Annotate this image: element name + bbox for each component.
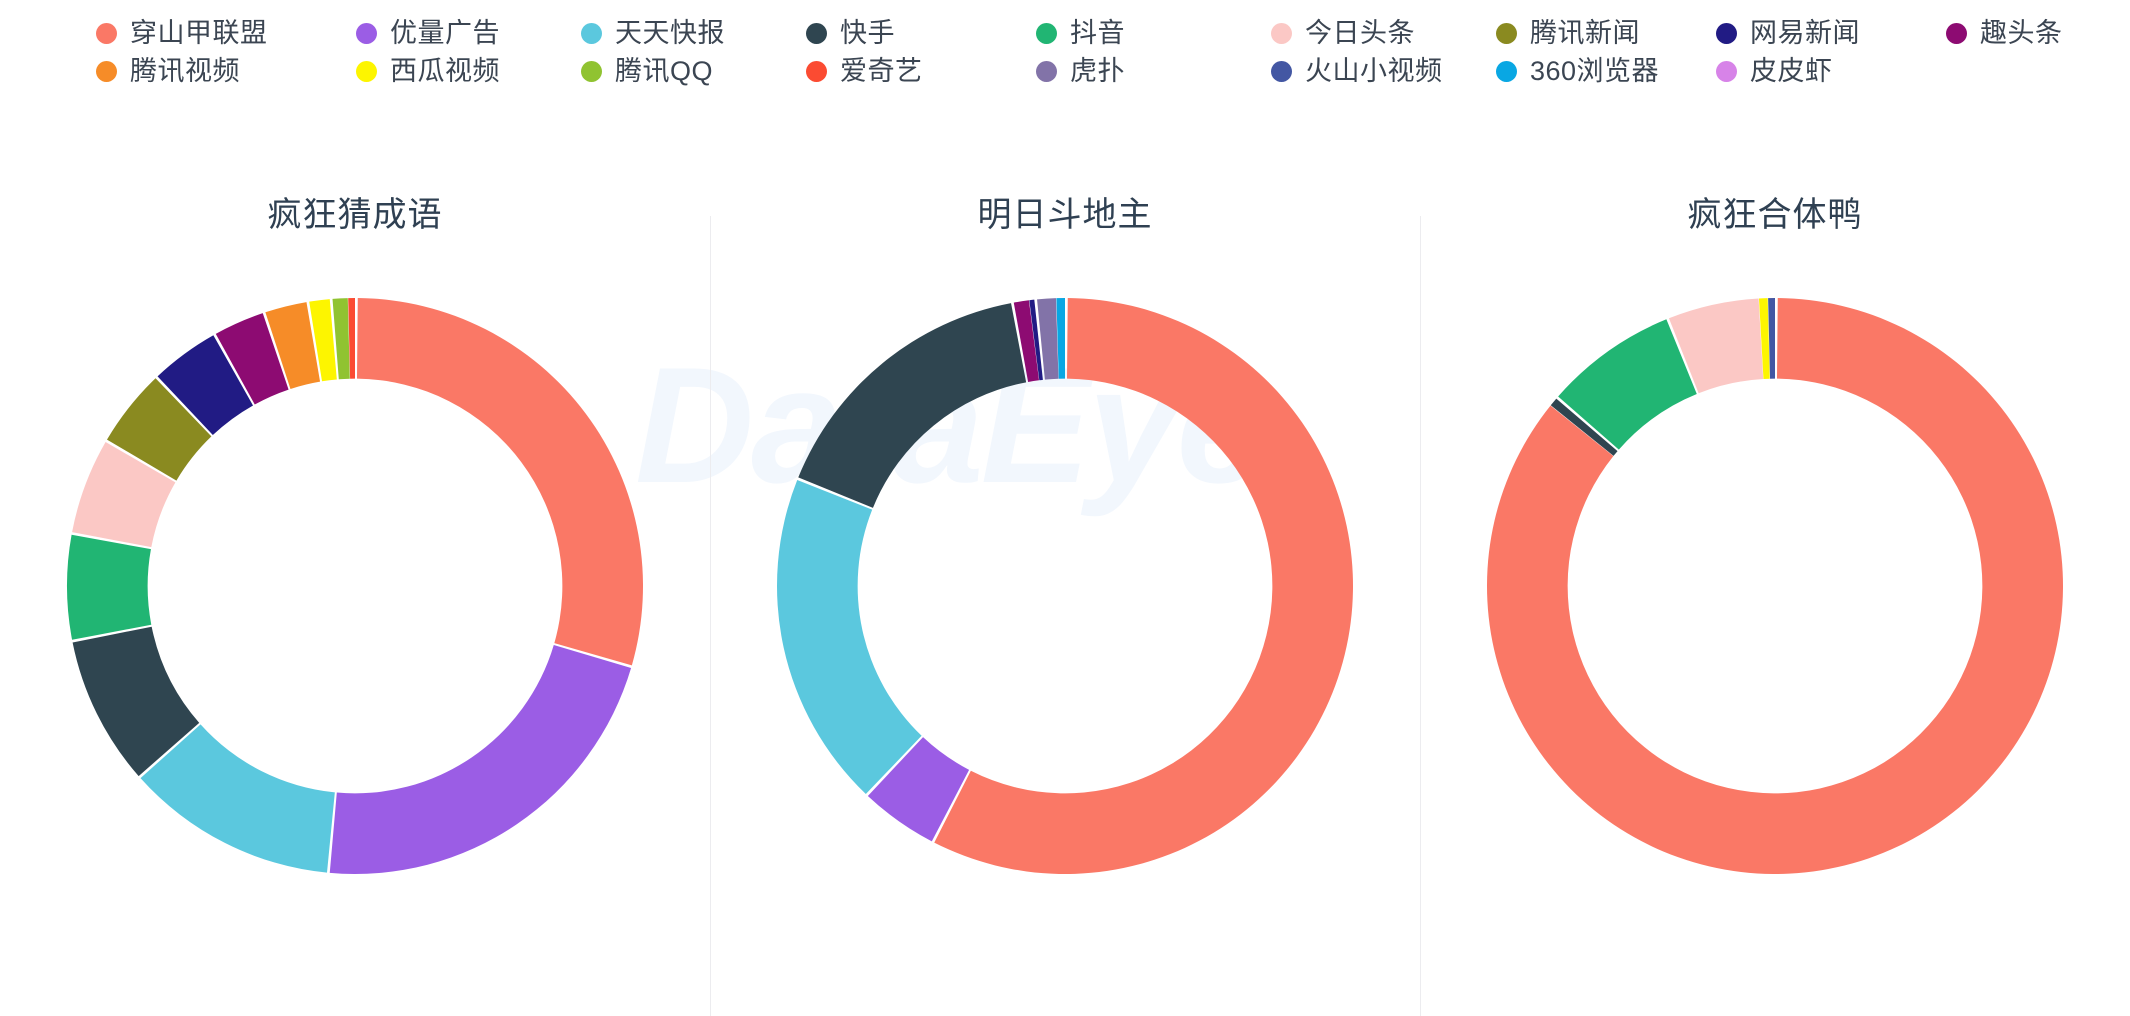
donut-slice[interactable]	[106, 378, 212, 481]
legend-item-label: 天天快报	[615, 17, 725, 48]
legend-item-label: 网易新闻	[1750, 17, 1860, 48]
legend-color-dot-icon	[1496, 60, 1517, 82]
legend-color-dot-icon	[806, 60, 827, 82]
legend-color-dot-icon	[1036, 22, 1057, 44]
donut-slice[interactable]	[934, 298, 1353, 874]
legend-row-1: 穿山甲联盟 优量广告 天天快报 快手 抖音 今日头条 腾讯新闻 网易新闻 趣头条	[0, 14, 2130, 52]
donut-slice[interactable]	[1558, 319, 1697, 450]
donut-svg	[777, 298, 1353, 874]
legend-item-label: 今日头条	[1305, 17, 1415, 48]
legend-item-360浏览器[interactable]: 360浏览器	[1496, 52, 1716, 90]
legend-item-label: 腾讯QQ	[615, 55, 714, 86]
legend-item-快手[interactable]: 快手	[806, 14, 1036, 52]
donut-slice[interactable]	[332, 298, 350, 380]
chart-legend: 穿山甲联盟 优量广告 天天快报 快手 抖音 今日头条 腾讯新闻 网易新闻 趣头条 腾讯视频 西瓜视…	[0, 0, 2130, 90]
legend-item-趣头条[interactable]: 趣头条	[1946, 14, 2126, 52]
legend-item-label: 皮皮虾	[1750, 55, 1833, 86]
legend-item-label: 火山小视频	[1305, 55, 1443, 86]
legend-item-今日头条[interactable]: 今日头条	[1271, 14, 1496, 52]
legend-item-皮皮虾[interactable]: 皮皮虾	[1716, 52, 1946, 90]
donut-slice[interactable]	[1056, 298, 1065, 379]
donut-chart-2[interactable]	[1475, 286, 2075, 886]
legend-color-dot-icon	[96, 60, 117, 82]
donut-slice[interactable]	[215, 313, 289, 405]
legend-item-label: 西瓜视频	[390, 55, 500, 86]
donut-slice[interactable]	[798, 303, 1027, 508]
legend-item-腾讯视频[interactable]: 腾讯视频	[96, 52, 356, 90]
legend-row-2: 腾讯视频 西瓜视频 腾讯QQ 爱奇艺 虎扑 火山小视频 360浏览器 皮皮虾	[0, 52, 2130, 90]
legend-item-label: 穿山甲联盟	[130, 17, 268, 48]
donut-chart-1[interactable]	[765, 286, 1365, 886]
legend-item-穿山甲联盟[interactable]: 穿山甲联盟	[96, 14, 356, 52]
chart-panel-2: 疯狂合体鸭	[1420, 106, 2130, 1016]
chart-title-0: 疯狂猜成语	[267, 196, 443, 234]
legend-item-label: 腾讯视频	[130, 55, 240, 86]
legend-color-dot-icon	[806, 22, 827, 44]
legend-item-label: 优量广告	[390, 17, 500, 48]
legend-item-抖音[interactable]: 抖音	[1036, 14, 1271, 52]
legend-item-优量广告[interactable]: 优量广告	[356, 14, 581, 52]
donut-slice[interactable]	[1550, 398, 1618, 456]
donut-slice[interactable]	[1029, 299, 1043, 381]
legend-color-dot-icon	[1036, 60, 1057, 82]
chart-title-2: 疯狂合体鸭	[1687, 196, 1863, 234]
legend-item-天天快报[interactable]: 天天快报	[581, 14, 806, 52]
donut-slice[interactable]	[1668, 298, 1764, 394]
legend-item-西瓜视频[interactable]: 西瓜视频	[356, 52, 581, 90]
legend-color-dot-icon	[1946, 22, 1967, 44]
donut-slice[interactable]	[265, 302, 321, 389]
donut-svg	[1487, 298, 2063, 875]
legend-item-腾讯QQ[interactable]: 腾讯QQ	[581, 52, 806, 90]
legend-color-dot-icon	[356, 60, 377, 82]
legend-item-label: 360浏览器	[1530, 55, 1660, 86]
legend-color-dot-icon	[1716, 22, 1737, 44]
charts-container: 疯狂猜成语 明日斗地主 疯狂合体鸭	[0, 106, 2130, 1016]
legend-color-dot-icon	[1271, 22, 1292, 44]
panel-divider-1	[710, 216, 711, 1016]
chart-panel-1: 明日斗地主	[710, 106, 1420, 1016]
legend-color-dot-icon	[1496, 22, 1517, 44]
legend-color-dot-icon	[96, 22, 117, 44]
legend-color-dot-icon	[581, 22, 602, 44]
donut-slice[interactable]	[1013, 300, 1040, 382]
legend-item-腾讯新闻[interactable]: 腾讯新闻	[1496, 14, 1716, 52]
donut-slice[interactable]	[356, 298, 643, 666]
donut-slice[interactable]	[66, 534, 152, 640]
legend-item-label: 爱奇艺	[840, 55, 923, 86]
legend-item-label: 虎扑	[1070, 55, 1125, 86]
legend-item-label: 腾讯新闻	[1530, 17, 1640, 48]
donut-chart-0[interactable]	[55, 286, 655, 886]
legend-color-dot-icon	[1716, 60, 1737, 82]
legend-item-label: 快手	[840, 17, 895, 48]
panel-divider-2	[1420, 216, 1421, 1016]
legend-color-dot-icon	[581, 60, 602, 82]
donut-slice[interactable]	[1037, 298, 1059, 380]
chart-panel-0: 疯狂猜成语	[0, 106, 710, 1016]
legend-item-火山小视频[interactable]: 火山小视频	[1271, 52, 1496, 90]
donut-slice[interactable]	[777, 479, 922, 795]
legend-item-虎扑[interactable]: 虎扑	[1036, 52, 1271, 90]
legend-item-label: 趣头条	[1980, 17, 2063, 48]
donut-slice[interactable]	[157, 335, 254, 436]
donut-slice[interactable]	[329, 645, 632, 874]
legend-color-dot-icon	[1271, 60, 1292, 82]
donut-slice[interactable]	[1768, 298, 1775, 379]
donut-slice[interactable]	[72, 442, 176, 548]
donut-slice[interactable]	[140, 724, 335, 873]
legend-color-dot-icon	[356, 22, 377, 44]
donut-slice[interactable]	[309, 299, 337, 382]
legend-item-爱奇艺[interactable]: 爱奇艺	[806, 52, 1036, 90]
donut-slice[interactable]	[1758, 298, 1770, 379]
chart-title-1: 明日斗地主	[977, 196, 1153, 234]
legend-item-网易新闻[interactable]: 网易新闻	[1716, 14, 1946, 52]
donut-slice[interactable]	[72, 626, 200, 777]
donut-slice[interactable]	[348, 298, 355, 379]
legend-item-label: 抖音	[1070, 17, 1125, 48]
donut-slice[interactable]	[867, 737, 970, 842]
donut-svg	[66, 298, 643, 874]
